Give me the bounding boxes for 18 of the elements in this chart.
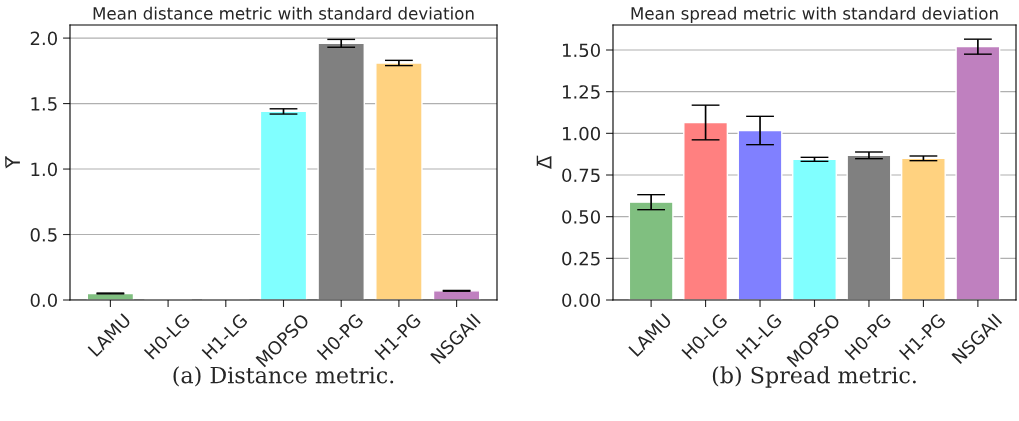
y-tick-label: 1.50	[562, 43, 600, 58]
y-tick-label: 2.0	[30, 31, 57, 46]
chart-title: Mean distance metric with standard deviation	[93, 6, 474, 20]
text: (a) Distance metric.	[173, 366, 394, 387]
y-tick-label: 0.00	[562, 293, 600, 308]
y-tick-label: 1.00	[562, 126, 600, 141]
y-tick-label: 0.0	[30, 293, 57, 308]
y-tick-label: 0.75	[562, 168, 600, 183]
chart-title: Mean spread metric with standard deviation	[631, 6, 998, 23]
y-tick-label: 0.50	[562, 210, 600, 224]
text: (b) Spread metric.	[712, 366, 916, 388]
y-tick-label: 1.25	[562, 85, 600, 99]
y-tick-label: 0.5	[30, 227, 57, 242]
y-tick-label: 0.25	[562, 251, 600, 266]
y-axis-title: Y̅	[5, 156, 20, 169]
y-tick-label: 1.0	[31, 162, 57, 177]
y-axis-title: Δ̅	[536, 155, 552, 169]
y-tick-label: 1.5	[31, 97, 57, 111]
